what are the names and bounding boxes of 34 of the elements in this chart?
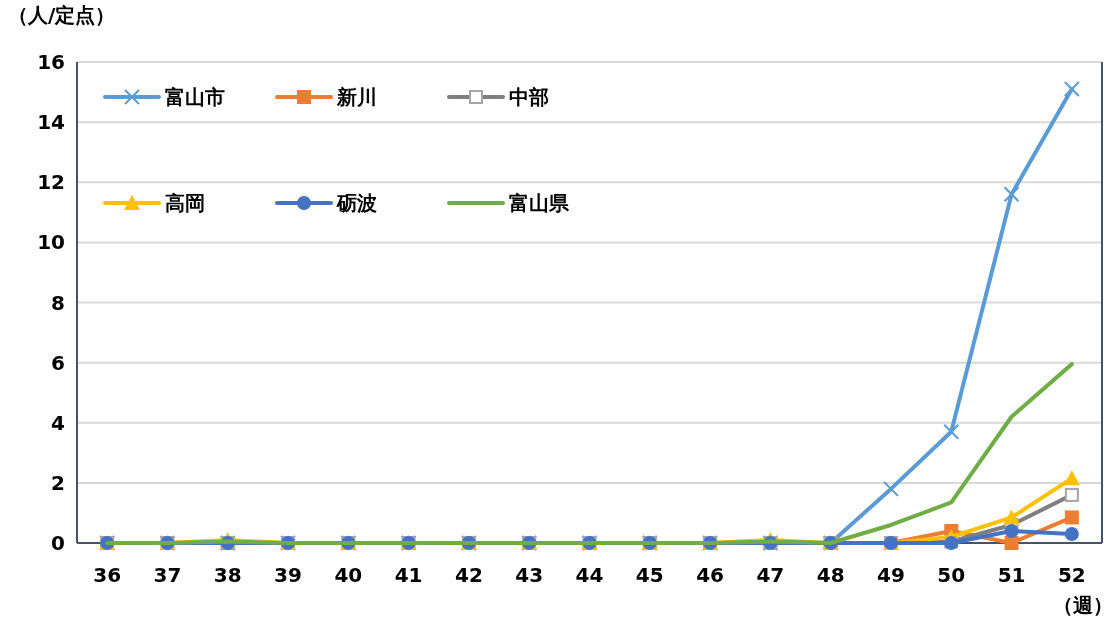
y-tick-label: 6 — [51, 350, 65, 375]
legend-label: 富山市 — [165, 85, 225, 109]
y-tick-label: 0 — [51, 531, 65, 555]
x-tick-label: 49 — [877, 563, 905, 587]
x-tick-label: 37 — [153, 563, 182, 587]
x-tick-label: 38 — [213, 563, 242, 587]
y-tick-label: 12 — [37, 170, 65, 195]
x-tick-label: 39 — [274, 563, 302, 587]
x-tick-label: 50 — [937, 563, 966, 587]
legend-label: 富山県 — [509, 191, 570, 215]
legend-label: 新川 — [336, 85, 377, 109]
x-tick-label: 51 — [997, 563, 1026, 587]
y-axis-title: （人/定点） — [8, 3, 116, 27]
x-tick-label: 44 — [575, 563, 604, 587]
x-tick-label: 42 — [454, 563, 483, 587]
y-tick-label: 14 — [37, 110, 65, 135]
x-tick-label: 45 — [635, 563, 664, 587]
y-tick-label: 2 — [51, 470, 65, 495]
x-tick-label: 52 — [1057, 563, 1086, 587]
legend-label: 砺波 — [336, 191, 377, 215]
x-tick-label: 46 — [696, 563, 725, 587]
x-tick-label: 47 — [756, 563, 785, 587]
x-tick-label: 40 — [334, 563, 363, 587]
y-tick-label: 8 — [51, 290, 65, 315]
y-tick-label: 16 — [37, 50, 65, 74]
x-tick-label: 36 — [93, 563, 122, 587]
x-tick-label: 43 — [515, 563, 544, 587]
legend-label: 高岡 — [165, 191, 205, 215]
x-tick-label: 41 — [394, 563, 423, 587]
x-axis-title: （週） — [1053, 593, 1113, 617]
y-tick-label: 10 — [37, 230, 65, 255]
y-tick-label: 4 — [51, 410, 65, 435]
x-tick-label: 48 — [816, 563, 845, 587]
legend-label: 中部 — [509, 85, 549, 109]
